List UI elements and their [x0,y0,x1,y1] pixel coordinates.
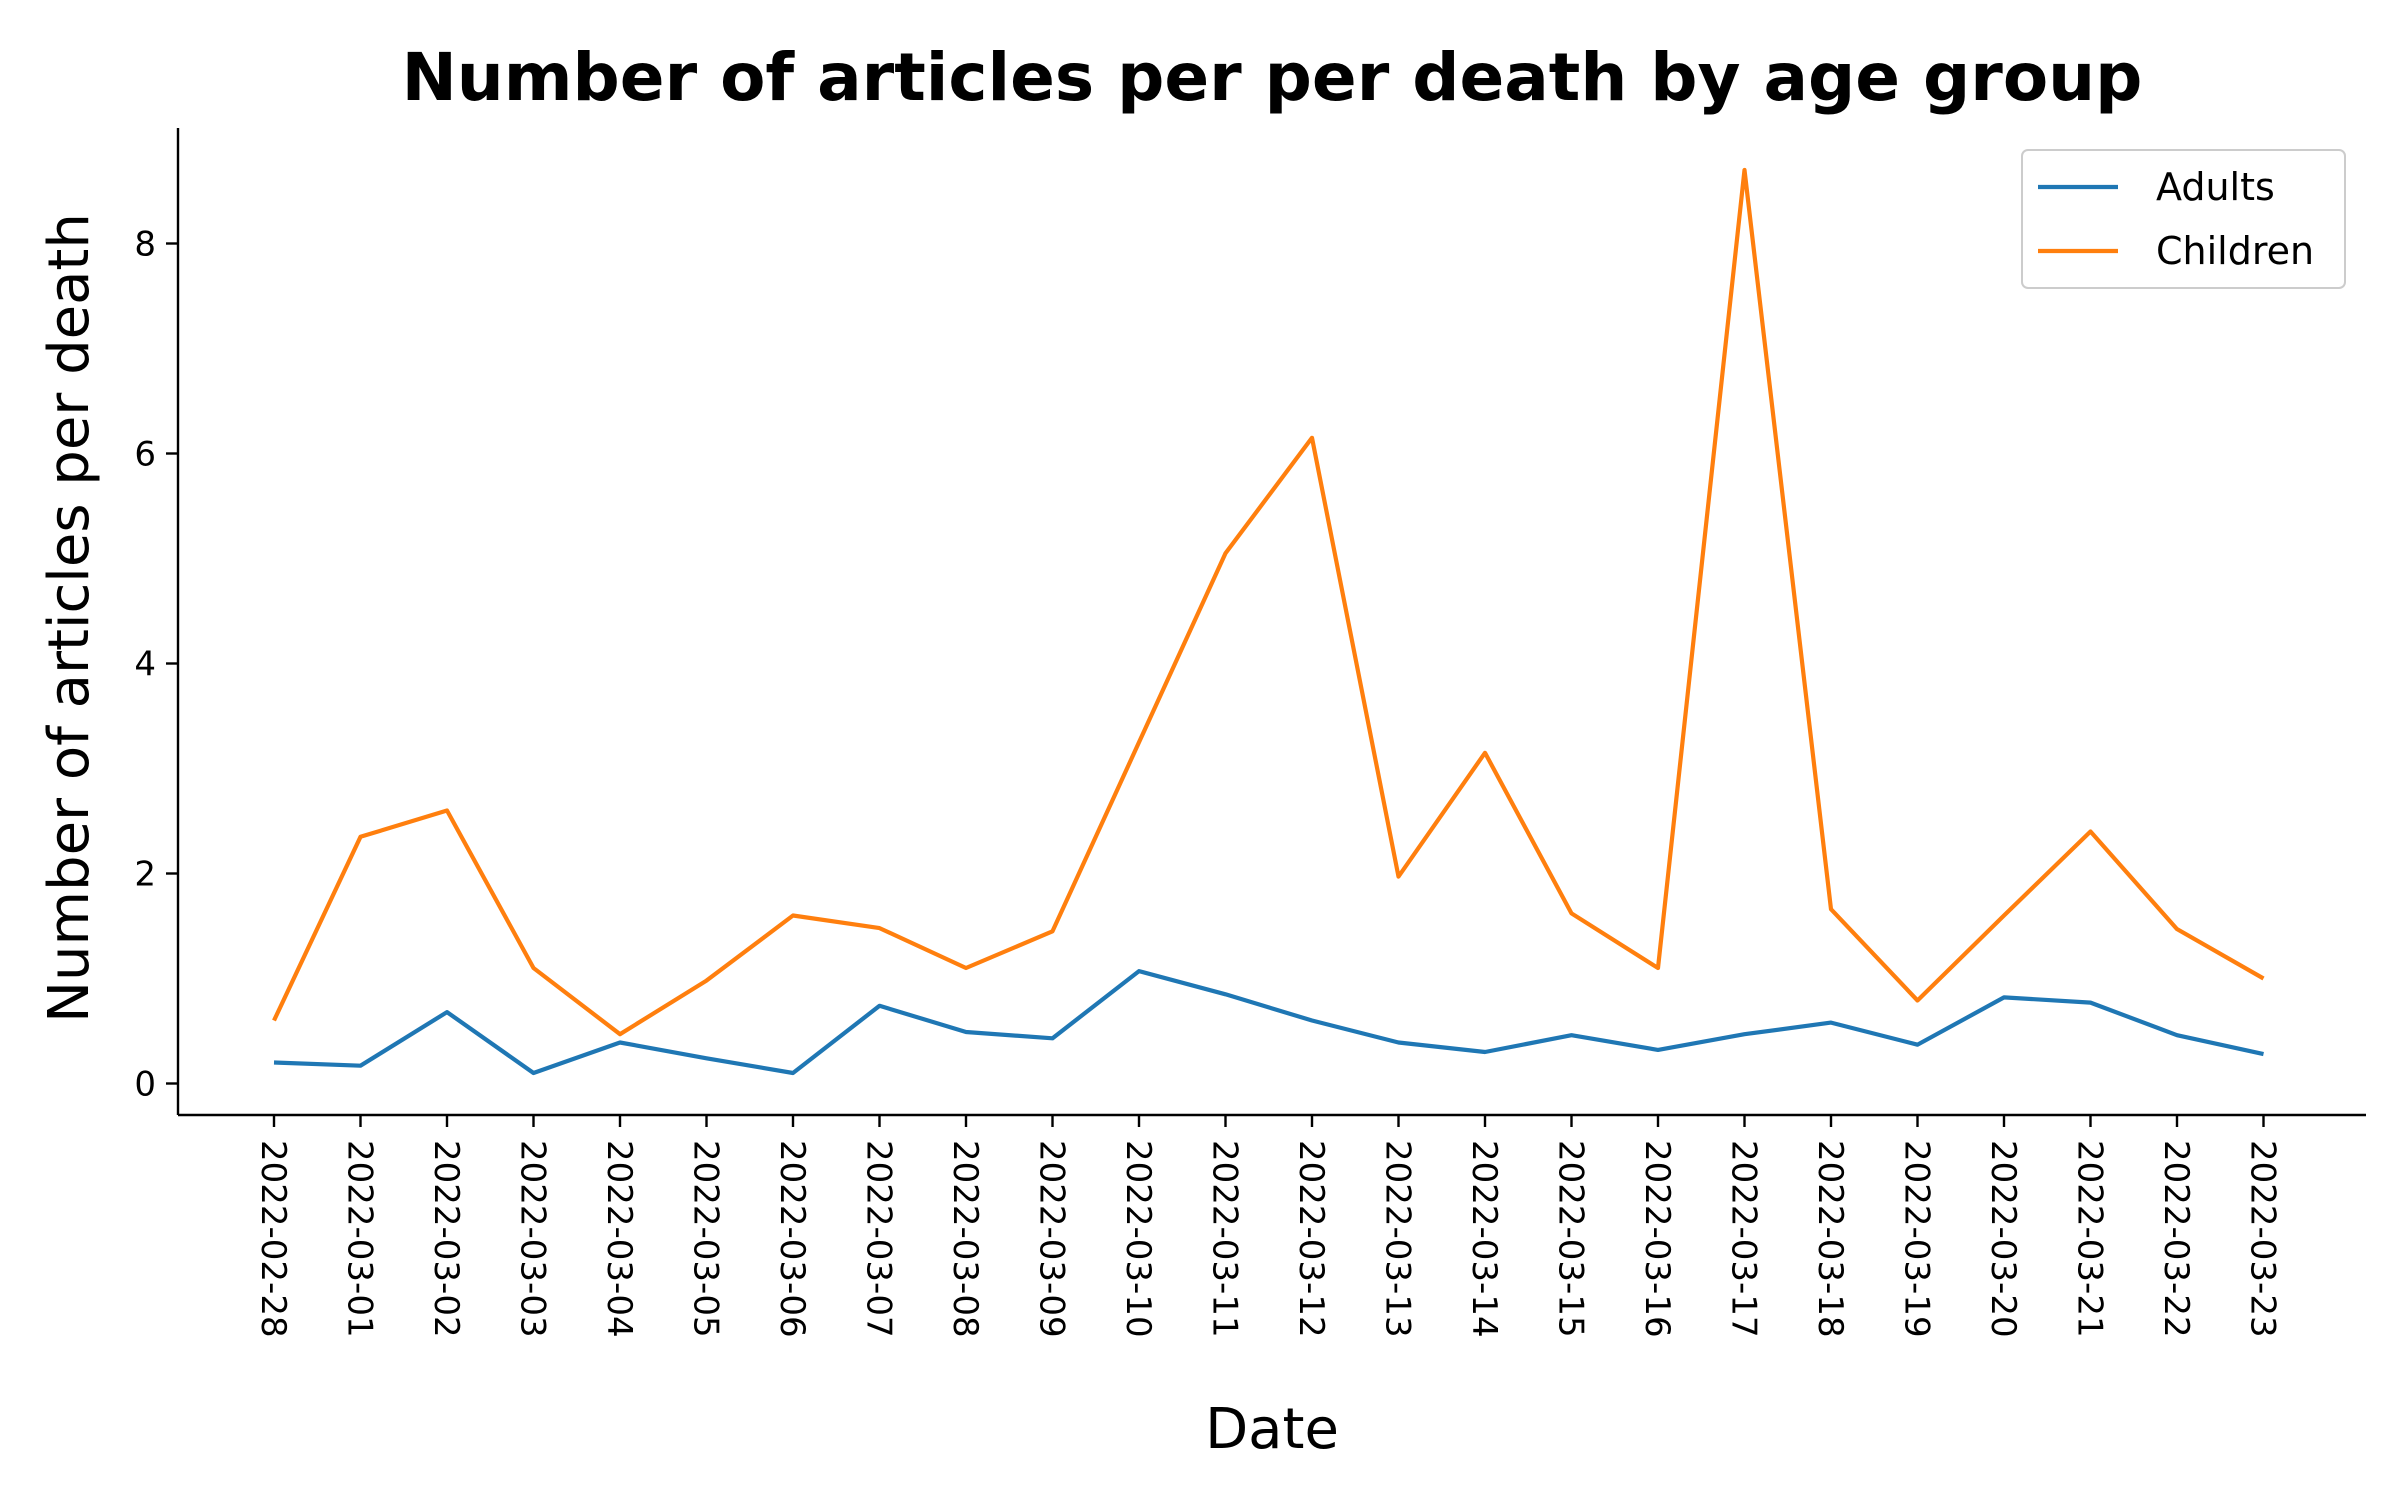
x-tick-label: 2022-03-14 [1464,1140,1504,1338]
x-tick-label: 2022-02-28 [253,1140,293,1338]
x-tick-label: 2022-03-05 [686,1140,726,1338]
x-tick-label: 2022-03-09 [1032,1140,1072,1338]
y-tick-label: 8 [134,225,156,265]
x-tick-label: 2022-03-21 [2070,1140,2110,1338]
x-tick-label: 2022-03-18 [1810,1140,1850,1338]
x-tick-label: 2022-03-23 [2243,1140,2283,1338]
legend-box [2021,149,2346,289]
series-line-children [272,167,2265,1037]
x-axis-label: Date [1205,1397,1339,1462]
legend-label-children: Children [2156,229,2314,273]
x-tick-label: 2022-03-10 [1118,1140,1158,1338]
x-tick-label: 2022-03-19 [1897,1140,1937,1338]
series-line-adults [273,968,2264,1076]
x-tick-label: 2022-03-04 [599,1140,639,1338]
x-tick-label: 2022-03-03 [513,1140,553,1338]
x-tick-label: 2022-03-11 [1205,1140,1245,1338]
chart-title: Number of articles per per death by age … [402,39,2143,116]
y-tick-label: 4 [134,645,156,685]
x-tick-label: 2022-03-01 [340,1140,380,1338]
x-tick-label: 2022-03-12 [1291,1140,1331,1338]
y-tick-label: 6 [134,435,156,475]
y-axis-label: Number of articles per death [37,213,102,1023]
x-tick-label: 2022-03-13 [1378,1140,1418,1338]
x-tick-label: 2022-03-17 [1724,1140,1764,1338]
x-tick-label: 2022-03-16 [1637,1140,1677,1338]
legend: Adults Children [2021,149,2346,289]
x-tick-label: 2022-03-02 [426,1140,466,1338]
y-tick-label: 2 [134,855,156,895]
x-tick-label: 2022-03-06 [772,1140,812,1338]
x-tick-label: 2022-03-07 [859,1140,899,1338]
y-tick-label: 0 [134,1065,156,1105]
x-tick-label: 2022-03-22 [2156,1140,2196,1338]
plot-area: 0 2 4 6 8 2022-02-28 2022-03-01 2022-03-02 2022-… [134,128,2366,1338]
x-tick-label: 2022-03-15 [1551,1140,1591,1338]
legend-label-adults: Adults [2156,165,2275,209]
x-tick-label: 2022-03-20 [1983,1140,2023,1338]
x-tick-label: 2022-03-08 [945,1140,985,1338]
